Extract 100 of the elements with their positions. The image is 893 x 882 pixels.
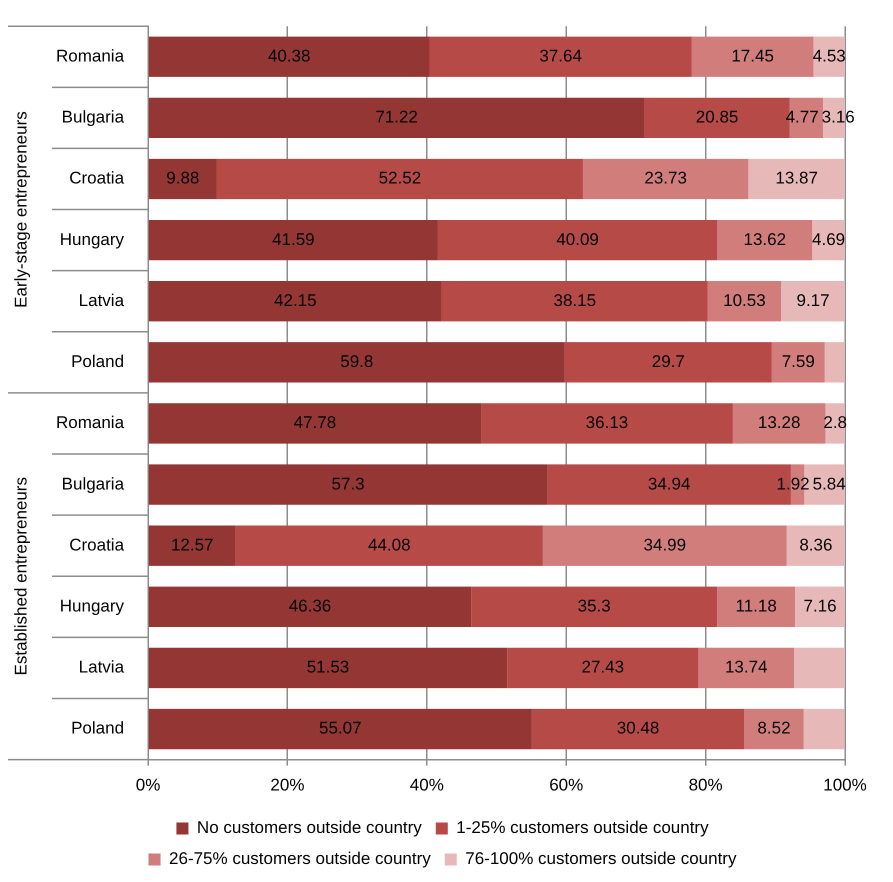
bar xyxy=(532,708,744,750)
y-tick-label: Croatia xyxy=(69,535,125,554)
y-tick-label: Croatia xyxy=(69,168,125,188)
text: Early-stage entrepreneurs xyxy=(12,111,31,308)
bar xyxy=(148,98,644,138)
bar xyxy=(772,342,825,383)
bar xyxy=(781,281,845,322)
data-label: 38.15 xyxy=(553,290,596,310)
y-tick-label: Latvia xyxy=(78,658,125,677)
bar xyxy=(744,708,804,750)
data-label: 59.8 xyxy=(340,352,374,372)
bar xyxy=(804,708,845,750)
data-label: 57.3 xyxy=(332,474,365,494)
data-label: 4.77 xyxy=(786,108,819,127)
data-label: 5.84 xyxy=(812,474,846,494)
data-label: 34.99 xyxy=(644,535,686,554)
data-label: 7.59 xyxy=(782,352,815,372)
bar xyxy=(148,403,482,444)
data-label: 40.09 xyxy=(556,230,599,249)
y-tick-label: Bulgaria xyxy=(62,108,125,127)
data-label: 47.78 xyxy=(294,413,336,432)
bar xyxy=(148,586,472,627)
y-tick-label: Bulgaria xyxy=(62,474,125,494)
data-label: 2.8 xyxy=(823,413,847,432)
bar xyxy=(717,220,812,260)
y-tick-label: Poland xyxy=(71,718,124,738)
data-label: 4.69 xyxy=(812,230,846,249)
data-label: 44.08 xyxy=(368,535,411,554)
data-label: 36.13 xyxy=(586,413,628,432)
x-tick-label: 60% xyxy=(549,775,584,794)
bar xyxy=(786,526,845,566)
legend-label: 26-75% customers outside country xyxy=(169,849,432,868)
text: Established entrepreneurs xyxy=(12,477,31,676)
y-tick-label: Poland xyxy=(71,352,124,372)
legend-label: 76-100% customers outside country xyxy=(465,849,737,868)
bar xyxy=(708,281,782,322)
x-tick-label: 80% xyxy=(688,775,723,794)
x-tick-label: 0% xyxy=(136,775,160,794)
bar xyxy=(148,648,508,688)
data-label: 51.53 xyxy=(306,658,350,677)
bar xyxy=(148,708,532,750)
data-label: 30.48 xyxy=(616,718,660,738)
bar xyxy=(148,158,217,200)
bar xyxy=(442,281,708,322)
y-tick-label: Hungary xyxy=(60,596,125,616)
bar xyxy=(542,526,787,566)
x-tick-label: 40% xyxy=(410,775,444,794)
y-tick-label: Romania xyxy=(56,413,125,432)
data-label: 7.16 xyxy=(804,596,837,616)
data-label: 27.43 xyxy=(581,658,624,677)
data-label: 71.22 xyxy=(375,108,418,127)
bar xyxy=(438,220,718,260)
data-label: 12.57 xyxy=(170,535,214,554)
data-label: 34.94 xyxy=(648,474,690,494)
bar xyxy=(507,648,698,688)
data-label: 10.53 xyxy=(723,290,766,310)
bar xyxy=(794,648,845,688)
data-label: 4.53 xyxy=(812,46,846,66)
data-label: 9.17 xyxy=(796,290,830,310)
bar xyxy=(692,36,814,77)
data-label: 8.36 xyxy=(799,535,832,554)
legend-label: 1-25% customers outside country xyxy=(456,818,710,838)
x-tick-label: 100% xyxy=(823,775,867,794)
data-label: 13.87 xyxy=(775,168,818,188)
y-tick-label: Romania xyxy=(56,46,125,66)
bar xyxy=(471,586,718,627)
x-tick-label: 20% xyxy=(270,775,304,794)
data-label: 41.59 xyxy=(272,230,315,249)
data-label: 29.7 xyxy=(652,352,685,372)
legend-label: No customers outside country xyxy=(196,818,422,838)
data-label: 55.07 xyxy=(319,718,362,738)
bar xyxy=(564,342,772,383)
data-label: 52.52 xyxy=(378,168,422,188)
bar xyxy=(481,403,733,444)
data-label: 3.16 xyxy=(822,108,855,127)
bar xyxy=(148,220,438,260)
data-label: 11.18 xyxy=(735,596,777,616)
bar xyxy=(732,403,826,444)
data-label: 8.52 xyxy=(757,718,791,738)
bar xyxy=(824,342,845,383)
bar xyxy=(148,281,442,322)
data-label: 13.62 xyxy=(744,230,786,249)
data-label: 40.38 xyxy=(268,46,310,66)
data-label: 1.92 xyxy=(776,474,810,494)
bar xyxy=(148,526,236,566)
bar xyxy=(236,526,543,566)
bar xyxy=(717,586,796,627)
bar xyxy=(698,648,794,688)
bar xyxy=(148,36,430,77)
data-label: 17.45 xyxy=(731,46,774,66)
data-label: 46.36 xyxy=(288,596,332,616)
bar xyxy=(148,464,548,505)
y-tick-label: Latvia xyxy=(78,290,125,310)
y-tick-label: Hungary xyxy=(60,230,125,249)
data-label: 13.28 xyxy=(758,413,800,432)
data-label: 42.15 xyxy=(274,290,317,310)
bar xyxy=(148,342,565,383)
data-label: 35.3 xyxy=(578,596,611,616)
bar xyxy=(795,586,845,627)
bar xyxy=(429,36,692,77)
